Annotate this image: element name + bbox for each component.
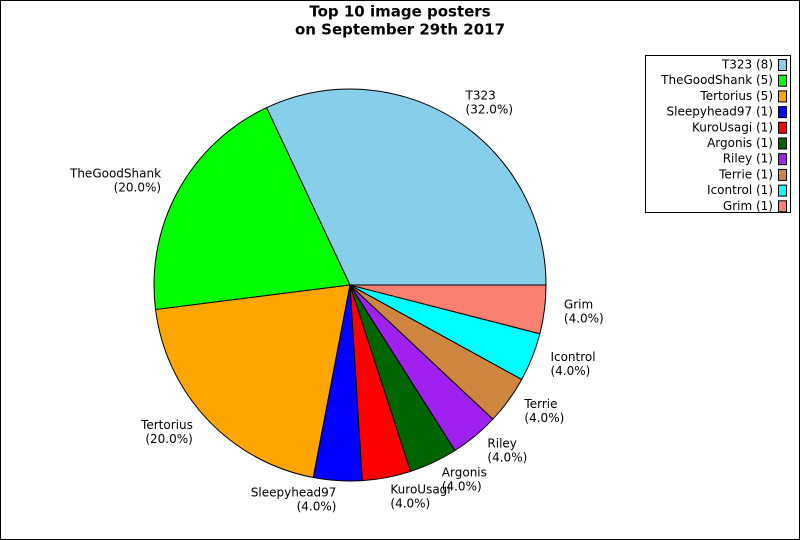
- pie-slice: [153, 106, 351, 311]
- slice-label: TheGoodShank: [69, 167, 161, 181]
- legend-swatch: [778, 137, 787, 150]
- pie-slice: [265, 88, 547, 286]
- slice-label: Terrie: [523, 397, 557, 411]
- legend-label: KuroUsagi (1): [692, 120, 773, 134]
- legend-label: Grim (1): [723, 199, 773, 213]
- slice-value-label: (20.0%): [145, 432, 192, 446]
- slice-value-label: (4.0%): [564, 312, 604, 326]
- chart-title: on September 29th 2017: [295, 21, 505, 39]
- legend-swatch: [778, 168, 787, 181]
- legend-label: Riley (1): [723, 152, 773, 166]
- slice-label: KuroUsagi: [390, 482, 450, 496]
- legend-label: Icontrol (1): [707, 183, 773, 197]
- legend-label: Tertorius (5): [699, 89, 773, 103]
- legend-swatch: [778, 184, 787, 197]
- slice-value-label: (4.0%): [442, 480, 482, 494]
- slice-value-label: (20.0%): [114, 181, 161, 195]
- legend-label: TheGoodShank (5): [660, 73, 773, 87]
- pie-slice: [154, 284, 351, 479]
- slice-value-label: (4.0%): [550, 364, 590, 378]
- slice-label: Argonis: [442, 466, 487, 480]
- slice-label: Riley: [487, 437, 516, 451]
- legend-swatch: [778, 200, 787, 213]
- legend-swatch: [778, 153, 787, 166]
- slice-label: T323: [465, 88, 496, 102]
- pie-slice: [349, 284, 547, 335]
- legend-label: T323 (8): [721, 58, 773, 72]
- slice-value-label: (4.0%): [487, 451, 527, 465]
- legend-swatch: [778, 59, 787, 71]
- slice-value-label: (4.0%): [390, 496, 430, 510]
- slice-value-label: (4.0%): [297, 500, 337, 514]
- slice-value-label: (4.0%): [524, 411, 564, 425]
- legend-label: Terrie (1): [718, 167, 773, 181]
- slice-value-label: (32.0%): [466, 102, 513, 116]
- legend-label: Sleepyhead97 (1): [667, 105, 773, 119]
- slice-label: Grim: [564, 298, 593, 312]
- legend-swatch: [778, 106, 787, 119]
- legend-swatch: [778, 74, 787, 87]
- slice-label: Icontrol: [550, 350, 595, 364]
- legend-label: Argonis (1): [707, 136, 773, 150]
- slice-label: Tertorius: [140, 418, 193, 432]
- slice-label: Sleepyhead97: [251, 486, 337, 500]
- legend-swatch: [778, 121, 787, 134]
- chart-title: Top 10 image posters: [309, 3, 490, 21]
- legend-swatch: [778, 90, 787, 103]
- legend-box: [645, 55, 791, 213]
